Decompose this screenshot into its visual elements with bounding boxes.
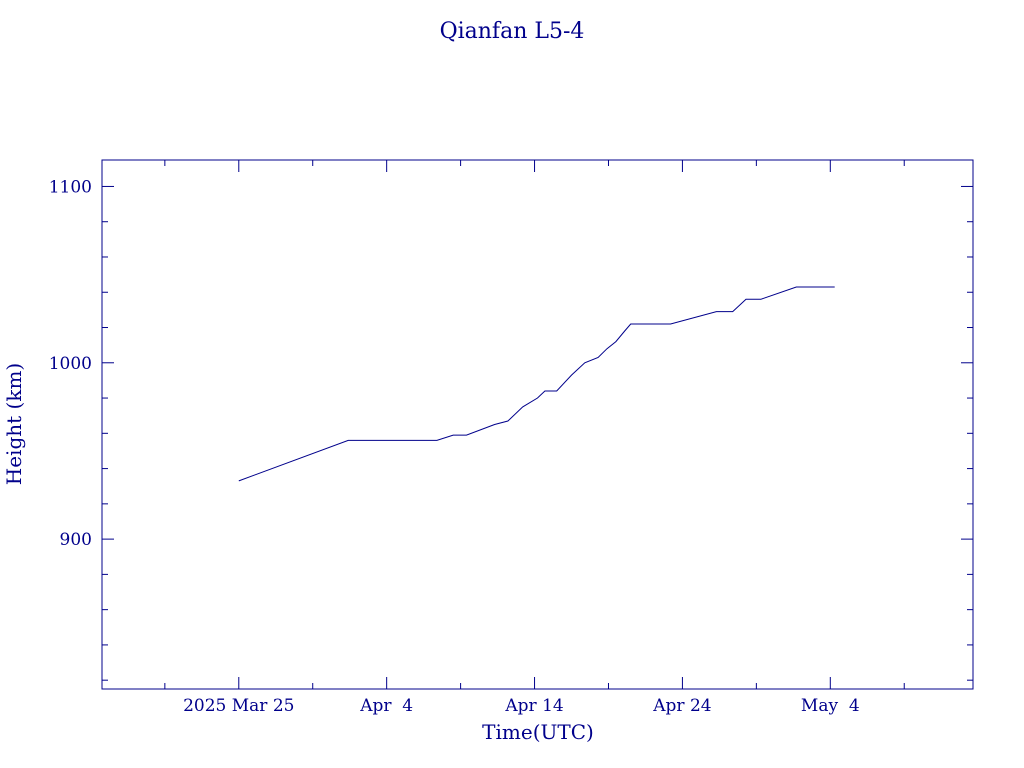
height-series-line (238, 286, 835, 482)
y-tick-label: 900 (60, 530, 92, 550)
y-axis-label: Height (km) (2, 363, 26, 485)
x-tick-label: Apr 4 (359, 696, 413, 716)
x-tick-label: Apr 14 (504, 696, 563, 716)
y-tick-labels: 900 1000 1100 (49, 177, 92, 550)
y-tick-label: 1100 (49, 177, 92, 197)
x-tick-label: 2025 Mar 25 (183, 696, 294, 716)
plot-frame (101, 159, 974, 690)
x-tick-label: Apr 24 (652, 696, 711, 716)
chart-title: Qianfan L5-4 (440, 19, 585, 44)
x-tick-labels: 2025 Mar 25 Apr 4 Apr 14 Apr 24 May 4 (183, 696, 860, 716)
axis-ticks (102, 160, 973, 689)
y-tick-label: 1000 (49, 354, 92, 374)
x-tick-label: May 4 (801, 696, 860, 716)
x-axis-label: Time(UTC) (482, 720, 594, 744)
